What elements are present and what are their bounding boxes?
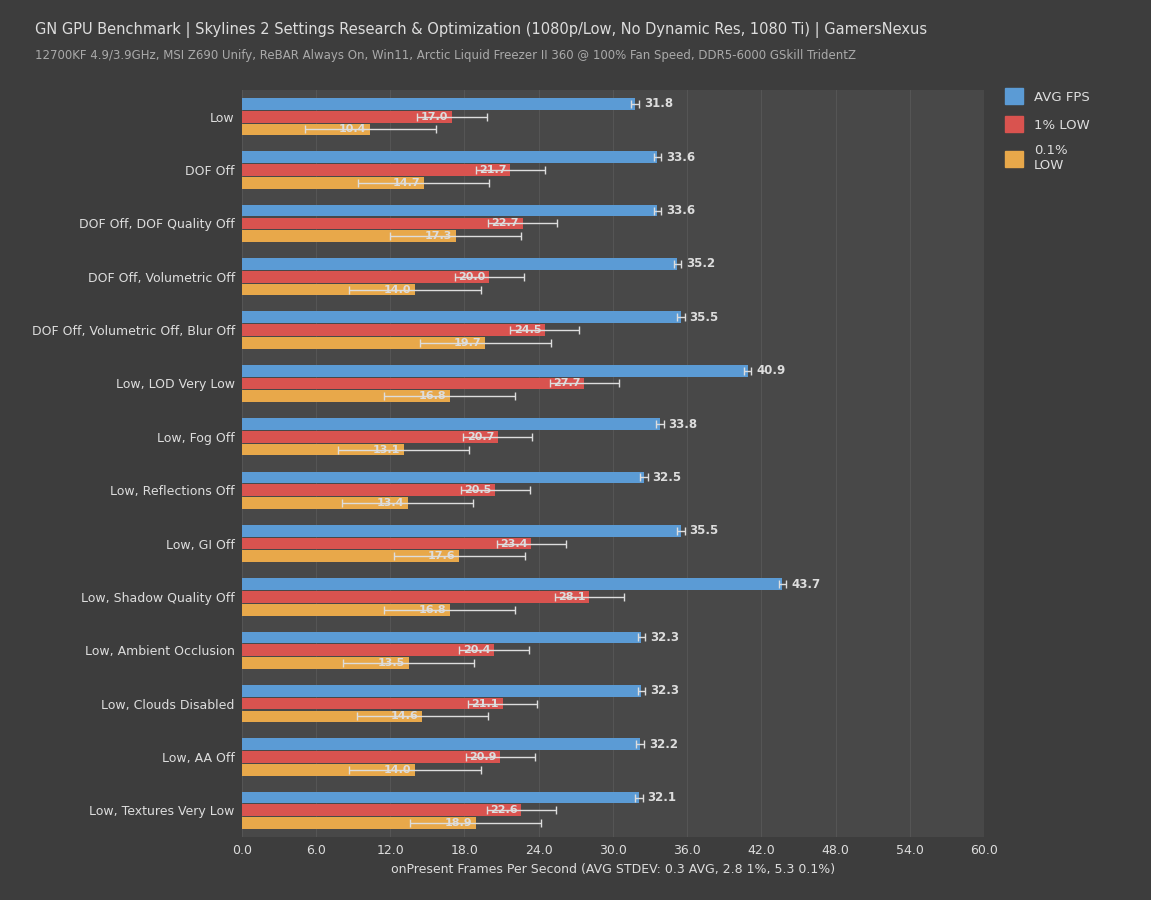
Text: 14.0: 14.0: [383, 284, 411, 294]
Bar: [242, 378, 585, 390]
Bar: [242, 644, 494, 656]
Text: 24.5: 24.5: [513, 325, 541, 335]
Bar: [242, 151, 657, 163]
Bar: [242, 218, 523, 230]
Text: 20.9: 20.9: [470, 752, 496, 762]
Text: GN GPU Benchmark | Skylines 2 Settings Research & Optimization (1080p/Low, No Dy: GN GPU Benchmark | Skylines 2 Settings R…: [35, 22, 927, 39]
Bar: [242, 391, 450, 402]
Text: 21.1: 21.1: [472, 698, 500, 708]
Text: 18.9: 18.9: [444, 818, 472, 828]
Bar: [242, 738, 640, 750]
Bar: [242, 98, 635, 110]
Bar: [242, 324, 544, 336]
Text: 20.5: 20.5: [464, 485, 491, 495]
Bar: [242, 284, 414, 295]
Text: 17.3: 17.3: [425, 231, 452, 241]
Text: 13.4: 13.4: [376, 498, 404, 508]
Bar: [242, 632, 641, 644]
Bar: [242, 551, 459, 562]
Text: 14.7: 14.7: [392, 178, 420, 188]
Bar: [242, 177, 424, 189]
Text: 35.2: 35.2: [686, 257, 715, 270]
Bar: [242, 752, 501, 763]
Bar: [242, 792, 639, 804]
Text: 20.7: 20.7: [467, 432, 494, 442]
Text: 17.6: 17.6: [428, 552, 456, 562]
Text: 40.9: 40.9: [756, 364, 786, 377]
Bar: [242, 604, 450, 616]
Legend: AVG FPS, 1% LOW, 0.1%
LOW: AVG FPS, 1% LOW, 0.1% LOW: [998, 82, 1096, 179]
Bar: [242, 364, 748, 376]
Text: 27.7: 27.7: [554, 379, 581, 389]
Text: 13.1: 13.1: [373, 445, 401, 455]
Text: 28.1: 28.1: [558, 592, 586, 602]
Bar: [242, 685, 641, 697]
Text: 12700KF 4.9/3.9GHz, MSI Z690 Unify, ReBAR Always On, Win11, Arctic Liquid Freeze: 12700KF 4.9/3.9GHz, MSI Z690 Unify, ReBA…: [35, 50, 855, 62]
Text: 32.5: 32.5: [653, 471, 681, 484]
Text: 23.4: 23.4: [500, 538, 527, 548]
Bar: [242, 805, 521, 816]
Bar: [242, 525, 681, 536]
Bar: [242, 337, 486, 349]
Text: 19.7: 19.7: [455, 338, 482, 348]
Bar: [242, 817, 475, 829]
Bar: [242, 657, 409, 669]
Bar: [242, 123, 371, 135]
Bar: [242, 497, 407, 508]
Text: 21.7: 21.7: [479, 165, 506, 175]
Text: 33.8: 33.8: [669, 418, 698, 430]
Bar: [242, 710, 422, 723]
Text: 20.0: 20.0: [458, 272, 486, 282]
Text: 16.8: 16.8: [418, 605, 445, 615]
Text: 22.7: 22.7: [491, 219, 519, 229]
Bar: [242, 578, 783, 590]
Text: 13.5: 13.5: [378, 658, 405, 668]
Bar: [242, 444, 404, 455]
Bar: [242, 258, 677, 270]
Text: 16.8: 16.8: [418, 392, 445, 401]
Bar: [242, 204, 657, 217]
Text: 32.1: 32.1: [648, 791, 677, 804]
Text: 32.3: 32.3: [650, 684, 679, 698]
Bar: [242, 418, 660, 430]
Bar: [242, 591, 589, 603]
Text: 33.6: 33.6: [666, 150, 695, 164]
Bar: [242, 472, 643, 483]
Text: 32.2: 32.2: [649, 738, 678, 751]
Text: 32.3: 32.3: [650, 631, 679, 644]
Bar: [242, 164, 510, 176]
Bar: [242, 111, 452, 122]
Bar: [242, 537, 532, 549]
Bar: [242, 764, 414, 776]
Text: 14.0: 14.0: [383, 765, 411, 775]
Text: 35.5: 35.5: [689, 310, 719, 324]
Bar: [242, 431, 498, 443]
Bar: [242, 484, 495, 496]
Text: 35.5: 35.5: [689, 524, 719, 537]
Text: 33.6: 33.6: [666, 204, 695, 217]
Bar: [242, 230, 456, 242]
Text: 10.4: 10.4: [340, 124, 367, 134]
Text: 43.7: 43.7: [791, 578, 821, 590]
Text: 20.4: 20.4: [463, 645, 490, 655]
Text: 31.8: 31.8: [643, 97, 673, 111]
Text: 14.6: 14.6: [391, 711, 419, 722]
Text: 17.0: 17.0: [421, 112, 449, 122]
Bar: [242, 698, 503, 709]
Bar: [242, 311, 681, 323]
Text: 22.6: 22.6: [490, 806, 518, 815]
X-axis label: onPresent Frames Per Second (AVG STDEV: 0.3 AVG, 2.8 1%, 5.3 0.1%): onPresent Frames Per Second (AVG STDEV: …: [391, 862, 834, 876]
Bar: [242, 271, 489, 283]
